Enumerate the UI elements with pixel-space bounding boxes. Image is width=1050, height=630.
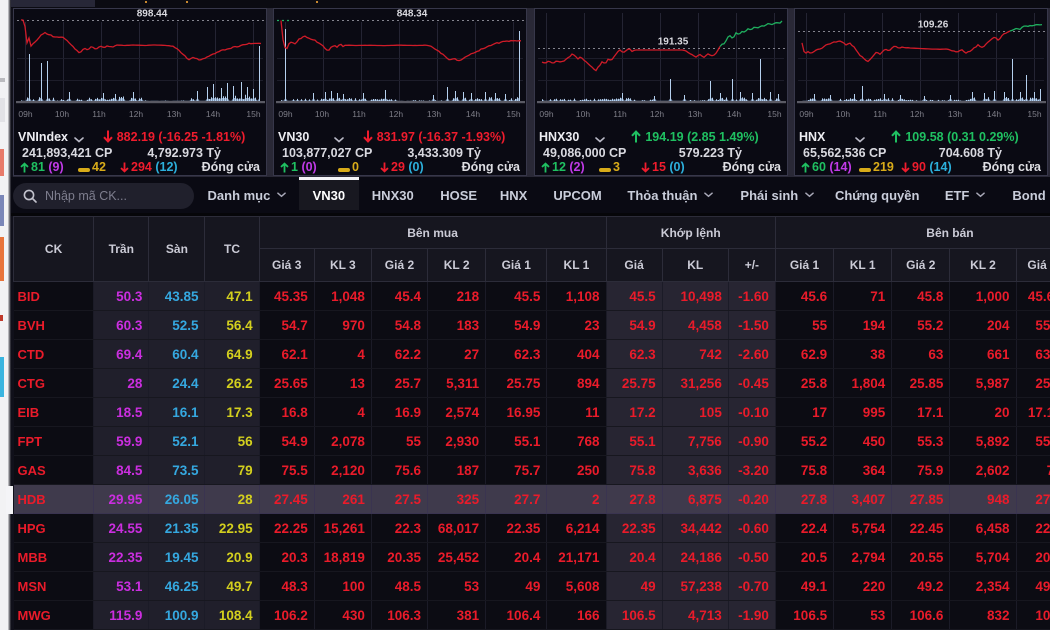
- svg-text:13h: 13h: [688, 109, 702, 119]
- svg-text:09h: 09h: [278, 109, 292, 119]
- svg-text:10h: 10h: [576, 109, 590, 119]
- svg-text:10h: 10h: [315, 109, 329, 119]
- svg-text:10h: 10h: [836, 109, 850, 119]
- svg-text:13h: 13h: [167, 109, 181, 119]
- svg-text:109.26: 109.26: [918, 20, 949, 31]
- svg-text:14h: 14h: [206, 109, 220, 119]
- svg-text:13h: 13h: [427, 109, 441, 119]
- svg-text:15h: 15h: [1027, 109, 1041, 119]
- svg-text:898.44: 898.44: [137, 9, 168, 20]
- svg-text:11h: 11h: [613, 109, 627, 119]
- svg-text:09h: 09h: [539, 109, 553, 119]
- svg-text:12h: 12h: [910, 109, 924, 119]
- svg-text:09h: 09h: [799, 109, 813, 119]
- svg-text:09h: 09h: [18, 109, 32, 119]
- svg-text:14h: 14h: [466, 109, 480, 119]
- svg-text:12h: 12h: [129, 109, 143, 119]
- svg-text:15h: 15h: [246, 109, 260, 119]
- svg-text:15h: 15h: [506, 109, 520, 119]
- svg-text:14h: 14h: [727, 109, 741, 119]
- svg-text:11h: 11h: [352, 109, 366, 119]
- svg-text:12h: 12h: [650, 109, 664, 119]
- svg-text:11h: 11h: [873, 109, 887, 119]
- svg-text:848.34: 848.34: [397, 9, 428, 20]
- svg-text:14h: 14h: [987, 109, 1001, 119]
- svg-text:12h: 12h: [389, 109, 403, 119]
- svg-text:191.35: 191.35: [658, 37, 689, 48]
- svg-text:11h: 11h: [92, 109, 106, 119]
- svg-text:13h: 13h: [948, 109, 962, 119]
- svg-text:10h: 10h: [55, 109, 69, 119]
- svg-text:15h: 15h: [767, 109, 781, 119]
